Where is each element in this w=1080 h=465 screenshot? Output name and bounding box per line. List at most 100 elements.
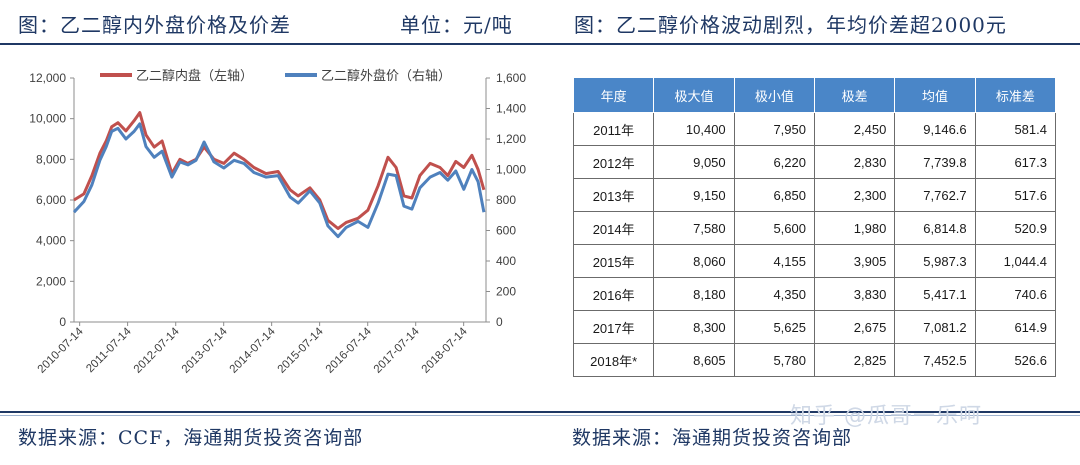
x-axis-tick-label: 2010-07-14: [36, 325, 87, 376]
value-cell: 7,762.7: [894, 178, 976, 212]
value-cell: 10,400: [653, 112, 735, 146]
year-cell: 2013年: [572, 178, 655, 212]
legend-label: 乙二醇外盘价（右轴）: [321, 68, 451, 83]
table-header-cell: 年度: [572, 77, 655, 113]
chart-legend: 乙二醇内盘（左轴） 乙二醇外盘价（右轴）: [100, 68, 451, 83]
x-axis-tick-label: 2013-07-14: [180, 325, 231, 376]
x-axis-tick-label: 2011-07-14: [84, 325, 134, 375]
right-axis-tick-label: 600: [496, 224, 516, 238]
price-stats-table: 年度 极大值 极小值 极差 均值 标准差 2011年 10,400 7,950 2,450 9,1…: [572, 77, 1057, 377]
value-cell: 9,150: [653, 178, 735, 212]
year-cell: 2012年: [572, 145, 655, 179]
year-cell: 2018年*: [572, 343, 655, 377]
value-cell: 5,417.1: [894, 277, 976, 311]
value-cell: 4,350: [733, 277, 815, 311]
value-cell: 3,830: [813, 277, 896, 311]
unit-label: 单位：元/吨: [400, 13, 513, 37]
left-figure-title: 图：乙二醇内外盘价格及价差: [18, 13, 291, 37]
series-lines: [72, 111, 486, 239]
value-cell: 1,044.4: [974, 244, 1057, 278]
year-cell: 2016年: [572, 277, 655, 311]
foreign-price-line: [72, 122, 486, 239]
x-axis-tick-label: 2015-07-14: [276, 325, 327, 376]
value-cell: 8,180: [653, 277, 735, 311]
value-cell: 4,155: [733, 244, 815, 278]
value-cell: 7,081.2: [894, 310, 976, 344]
value-cell: 5,780: [733, 343, 815, 377]
legend-label: 乙二醇内盘（左轴）: [136, 68, 253, 83]
left-axis-tick-label: 12,000: [29, 71, 66, 85]
price-line-chart: 0 2,000 4,000 6,000 8,000 10,000 12,000 0 200 40…: [29, 68, 526, 376]
value-cell: 740.6: [974, 277, 1057, 311]
value-cell: 2,830: [813, 145, 896, 179]
right-figure-title: 图：乙二醇价格波动剧烈，年均价差超2000元: [574, 13, 1007, 37]
table-row: 2012年 9,050 6,220 2,830 7,739.8 617.3: [572, 145, 1057, 179]
value-cell: 517.6: [974, 178, 1057, 212]
value-cell: 6,850: [733, 178, 815, 212]
left-axis-tick-label: 0: [59, 315, 66, 329]
value-cell: 7,950: [733, 112, 815, 146]
table-row: 2014年 7,580 5,600 1,980 6,814.8 520.9: [572, 211, 1057, 245]
year-cell: 2015年: [572, 244, 655, 278]
table-body: 2011年 10,400 7,950 2,450 9,146.6 581.4 2012年 9,…: [572, 112, 1057, 377]
value-cell: 2,825: [813, 343, 896, 377]
value-cell: 614.9: [974, 310, 1057, 344]
value-cell: 7,452.5: [894, 343, 976, 377]
year-cell: 2017年: [572, 310, 655, 344]
footer-divider: [0, 411, 1080, 413]
right-axis-tick-label: 0: [496, 315, 503, 329]
value-cell: 581.4: [974, 112, 1057, 146]
x-axis-tick-label: 2018-07-14: [420, 325, 471, 376]
table-header-cell: 均值: [894, 77, 976, 113]
value-cell: 526.6: [974, 343, 1057, 377]
left-axis-tick-label: 6,000: [36, 193, 66, 207]
value-cell: 6,220: [733, 145, 815, 179]
value-cell: 3,905: [813, 244, 896, 278]
value-cell: 2,450: [813, 112, 896, 146]
table-row: 2018年* 8,605 5,780 2,825 7,452.5 526.6: [572, 343, 1057, 377]
left-axis-tick-label: 2,000: [36, 274, 66, 288]
value-cell: 8,605: [653, 343, 735, 377]
value-cell: 520.9: [974, 211, 1057, 245]
value-cell: 617.3: [974, 145, 1057, 179]
table-row: 2017年 8,300 5,625 2,675 7,081.2 614.9: [572, 310, 1057, 344]
value-cell: 6,814.8: [894, 211, 976, 245]
right-axis-tick-label: 1,200: [496, 132, 526, 146]
value-cell: 7,739.8: [894, 145, 976, 179]
table-header-cell: 极小值: [733, 77, 815, 113]
table-row: 2011年 10,400 7,950 2,450 9,146.6 581.4: [572, 112, 1057, 146]
table-row: 2016年 8,180 4,350 3,830 5,417.1 740.6: [572, 277, 1057, 311]
value-cell: 9,050: [653, 145, 735, 179]
right-axis-tick-label: 1,000: [496, 163, 526, 177]
year-cell: 2011年: [572, 112, 655, 146]
table-header-cell: 极大值: [653, 77, 735, 113]
table-header-cell: 极差: [813, 77, 896, 113]
footer-divider-thin: [0, 415, 1080, 416]
value-cell: 8,300: [653, 310, 735, 344]
left-axis-tick-label: 8,000: [36, 152, 66, 166]
chart-axes: [73, 78, 487, 323]
watermark: 知乎 @瓜哥一乐呵: [790, 404, 982, 429]
x-axis-tick-label: 2016-07-14: [324, 325, 375, 376]
value-cell: 8,060: [653, 244, 735, 278]
right-axis-ticks: 0 200 400 600 800 1,000 1,200 1,400 1,600: [486, 71, 526, 329]
x-axis-tick-label: 2014-07-14: [228, 325, 279, 376]
value-cell: 7,580: [653, 211, 735, 245]
header-divider: [0, 43, 1080, 45]
left-axis-tick-label: 10,000: [29, 112, 66, 126]
right-axis-tick-label: 1,600: [496, 71, 526, 85]
right-axis-tick-label: 400: [496, 254, 516, 268]
value-cell: 2,300: [813, 178, 896, 212]
right-axis-tick-label: 800: [496, 193, 516, 207]
table-header-cell: 标准差: [974, 77, 1057, 113]
right-axis-tick-label: 200: [496, 285, 516, 299]
value-cell: 2,675: [813, 310, 896, 344]
left-axis-tick-label: 4,000: [36, 234, 66, 248]
left-source-note: 数据来源：CCF，海通期货投资咨询部: [18, 427, 364, 449]
x-axis-tick-label: 2017-07-14: [372, 325, 423, 376]
table-header-row: 年度 极大值 极小值 极差 均值 标准差: [572, 77, 1057, 113]
table-row: 2013年 9,150 6,850 2,300 7,762.7 517.6: [572, 178, 1057, 212]
value-cell: 5,600: [733, 211, 815, 245]
value-cell: 5,987.3: [894, 244, 976, 278]
x-axis-tick-label: 2012-07-14: [132, 325, 183, 376]
